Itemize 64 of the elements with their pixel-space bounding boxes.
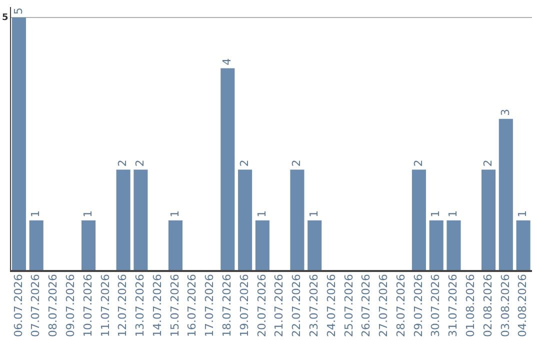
bar xyxy=(412,170,426,270)
data-label: 2 xyxy=(481,160,494,167)
x-tick-label: 19.07.2026 xyxy=(238,274,251,338)
bar xyxy=(308,220,322,270)
data-label: 2 xyxy=(134,160,147,167)
data-label: 2 xyxy=(116,160,130,167)
x-tick-label: 23.07.2026 xyxy=(307,274,320,338)
bar xyxy=(498,118,513,270)
bar xyxy=(116,170,130,270)
x-tick-label: 15.07.2026 xyxy=(168,274,182,338)
data-label: 1 xyxy=(255,210,268,218)
x-tick-label: 20.07.2026 xyxy=(255,274,268,338)
bar xyxy=(446,220,461,270)
data-label: 2 xyxy=(238,160,251,167)
x-tick-label: 03.08.2026 xyxy=(498,274,512,338)
bar xyxy=(82,220,96,270)
x-tick-label: 13.07.2026 xyxy=(134,274,147,338)
bar xyxy=(255,220,270,270)
x-tick-label: 02.08.2026 xyxy=(481,274,494,338)
data-label: 1 xyxy=(168,210,182,218)
x-tick-label: 07.07.2026 xyxy=(29,274,42,338)
bar xyxy=(482,170,496,270)
data-label: 1 xyxy=(81,210,94,218)
bar xyxy=(516,220,530,270)
bar xyxy=(238,170,252,270)
x-tick-label: 14.07.2026 xyxy=(150,274,164,338)
data-label: 1 xyxy=(446,210,460,218)
bar xyxy=(429,220,444,270)
data-label: 2 xyxy=(290,160,304,167)
x-tick-label: 12.07.2026 xyxy=(116,274,130,338)
x-tick-label: 27.07.2026 xyxy=(377,274,390,338)
x-tick-label: 08.07.2026 xyxy=(46,274,60,338)
data-label: 2 xyxy=(412,160,425,167)
data-label: 1 xyxy=(307,210,320,218)
x-tick-label: 10.07.2026 xyxy=(81,274,94,338)
x-tick-label: 29.07.2026 xyxy=(412,274,425,338)
x-tick-label: 09.07.2026 xyxy=(64,274,77,338)
x-tick-label: 31.07.2026 xyxy=(446,274,460,338)
x-tick-label: 16.07.2026 xyxy=(186,274,199,338)
x-tick-label: 26.07.2026 xyxy=(360,274,373,338)
x-tick-label: 24.07.2026 xyxy=(324,274,338,338)
data-label: 1 xyxy=(516,210,530,218)
x-tick-label: 25.07.2026 xyxy=(342,274,356,338)
x-tick-label: 28.07.2026 xyxy=(394,274,408,338)
x-tick-label: 11.07.2026 xyxy=(98,274,112,338)
bar xyxy=(168,220,182,270)
data-label: 4 xyxy=(220,58,234,66)
x-tick-label: 18.07.2026 xyxy=(220,274,234,338)
bar xyxy=(290,170,304,270)
x-tick-label: 21.07.2026 xyxy=(272,274,286,338)
data-label: 5 xyxy=(2,12,8,23)
data-label: 3 xyxy=(498,108,512,116)
bar xyxy=(134,170,148,270)
bar xyxy=(29,220,44,270)
x-tick-label: 17.07.2026 xyxy=(203,274,216,338)
bar xyxy=(220,68,235,270)
data-label: 1 xyxy=(29,210,42,218)
x-tick-label: 22.07.2026 xyxy=(290,274,304,338)
bar xyxy=(12,18,26,270)
x-tick-label: 30.07.2026 xyxy=(429,274,442,338)
x-tick-label: 04.08.2026 xyxy=(516,274,530,338)
data-label: 1 xyxy=(429,210,442,218)
x-tick-label: 06.07.2026 xyxy=(12,274,25,338)
x-tick-label: 01.08.2026 xyxy=(464,274,477,338)
